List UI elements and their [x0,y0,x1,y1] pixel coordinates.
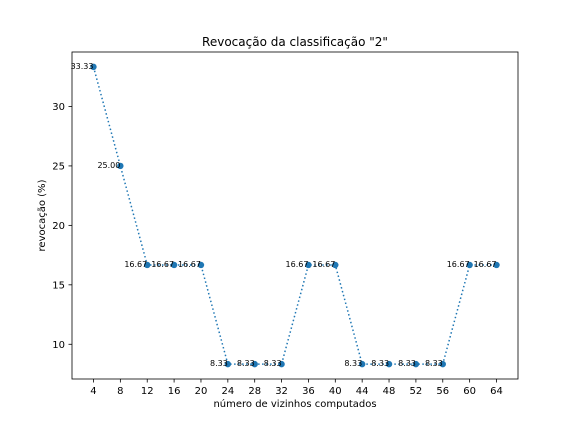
x-tick-label: 64 [490,386,503,397]
data-point [278,360,285,368]
plot-area-frame [71,51,519,380]
x-tick-label: 20 [195,386,208,397]
data-point [493,261,500,269]
data-value-label: 8.33 [210,359,228,368]
data-value-label: 16.67 [178,260,201,269]
data-value-label: 8.33 [264,359,282,368]
y-tick-label: 30 [52,102,65,113]
x-tick-label: 16 [168,386,181,397]
data-value-label: 16.67 [151,260,174,269]
x-tick-label: 24 [221,386,234,397]
data-value-label: 16.67 [447,260,470,269]
x-tick-label: 28 [248,386,261,397]
x-tick-label: 44 [356,386,369,397]
data-value-label: 8.33 [398,359,416,368]
data-point [385,360,393,368]
x-tick-label: 56 [436,386,449,397]
data-value-label: 16.67 [286,260,309,269]
data-point [170,261,178,269]
data-value-label: 8.33 [237,359,255,368]
data-value-label: 8.33 [344,359,362,368]
series-layer [90,63,500,368]
x-tick-label: 8 [117,386,123,397]
x-tick-label: 52 [410,386,423,397]
x-tick-label: 4 [90,386,96,397]
x-tick-label: 32 [275,386,288,397]
y-axis: 10 15 20 25 30 [52,102,72,351]
data-value-label: 25.00 [97,161,120,170]
data-value-label: 33.33 [71,62,94,71]
x-tick-label: 40 [329,386,342,397]
data-point [117,162,124,170]
data-point [251,360,258,368]
data-point [332,261,339,269]
x-tick-label: 36 [302,386,315,397]
x-axis-label: número de vizinhos computados [213,398,376,410]
data-point [358,360,366,368]
x-tick-label: 12 [141,386,154,397]
x-axis: 4 8 12 16 20 24 28 32 36 40 44 48 52 56 60 64 [90,379,503,397]
data-value-label: 16.67 [124,260,147,269]
data-value-label: 8.33 [425,359,443,368]
data-value-label: 8.33 [371,359,389,368]
data-point [439,360,446,368]
y-axis-label: revocação (%) [37,179,48,251]
y-tick-label: 25 [52,161,65,172]
data-point [305,261,312,269]
data-value-label: 16.67 [312,260,335,269]
y-tick-label: 20 [52,221,65,232]
y-tick-label: 10 [52,340,65,351]
data-point [224,360,232,368]
data-point [412,360,420,368]
data-value-label: 16.67 [474,260,497,269]
y-tick-label: 15 [52,280,65,291]
chart-title: Revocação da classificação "2" [202,35,388,49]
data-point [90,63,97,71]
data-point [144,261,151,269]
x-tick-label: 60 [463,386,476,397]
data-point [197,261,205,269]
data-point [466,261,473,269]
x-tick-label: 48 [383,386,396,397]
